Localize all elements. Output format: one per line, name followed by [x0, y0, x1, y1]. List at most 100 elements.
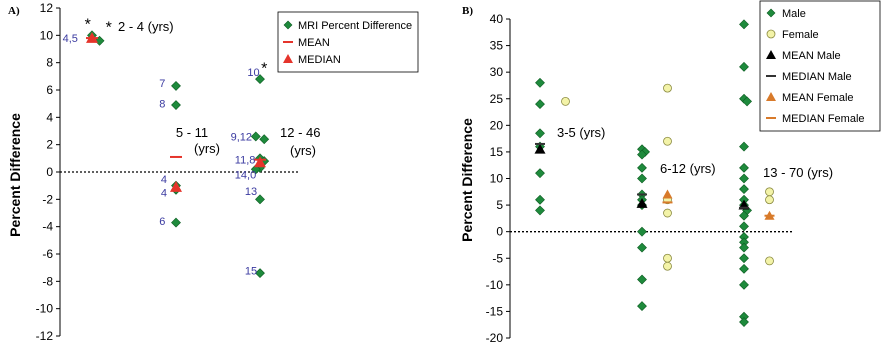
y-tick-label: -6	[42, 247, 53, 261]
data-point-male	[739, 61, 749, 72]
y-tick-label: -2	[42, 192, 53, 206]
y-tick-label: -8	[42, 274, 53, 288]
data-point-male	[742, 96, 752, 107]
data-point-male	[637, 226, 647, 237]
significance-star: *	[85, 17, 91, 34]
legend-entry: MEAN Female	[782, 92, 854, 104]
legend-swatch-median	[283, 54, 293, 63]
panel-b-label: B)	[462, 5, 473, 17]
group-label-3-5: 3-5 (yrs)	[557, 125, 605, 140]
y-tick-label: -15	[486, 304, 504, 318]
group-label-5-11-unit: (yrs)	[194, 141, 220, 156]
data-point-male	[637, 301, 647, 312]
y-tick-label: -20	[486, 331, 504, 345]
data-point-female	[663, 261, 672, 271]
point-annotation: 9,12	[231, 131, 252, 143]
data-point-male	[739, 162, 749, 173]
y-tick-label: 30	[490, 65, 504, 79]
point-annotation: 4	[161, 188, 167, 200]
y-axis-label: Percent Difference	[459, 118, 475, 242]
data-point-male	[739, 173, 749, 184]
legend-swatch-mean-male	[766, 50, 776, 59]
y-tick-label: 0	[46, 165, 53, 179]
legend-entry: MEAN	[298, 37, 330, 49]
point-annotation: 4	[161, 174, 167, 186]
point-annotation: 7	[159, 78, 165, 90]
data-point-mri	[255, 194, 265, 205]
data-point-mri	[171, 80, 181, 91]
data-point-mri	[171, 100, 181, 110]
y-tick-label: 2	[46, 138, 53, 152]
group-label-2-4: 2 - 4 (yrs)	[118, 19, 174, 34]
group-label-6-12: 6-12 (yrs)	[660, 161, 716, 176]
data-point-male	[535, 99, 545, 109]
point-annotation: 15	[245, 265, 257, 277]
significance-star: *	[106, 19, 112, 36]
legend-entry: Male	[782, 8, 806, 20]
data-point-male	[535, 168, 545, 179]
data-point-female	[663, 83, 672, 93]
data-point-male	[535, 194, 545, 205]
data-point-male	[637, 162, 647, 173]
point-annotation: 14,0	[235, 170, 256, 182]
data-point-female	[663, 253, 672, 263]
group-label-5-11: 5 - 11	[176, 125, 208, 140]
data-point-male	[739, 317, 749, 327]
panel-a: A) 12 10 8 6 4 2 0 -2 -4 -6 -8 -10 -12 Percent Differ…	[7, 1, 419, 343]
y-tick-label: -4	[42, 220, 53, 234]
y-tick-label: 35	[490, 39, 504, 53]
data-point-female	[765, 187, 774, 197]
legend-entry: MEDIAN Female	[782, 113, 865, 125]
data-point-male	[739, 263, 749, 274]
data-point-male	[739, 19, 749, 30]
data-point-male	[637, 274, 647, 285]
legend-swatch-mri	[283, 20, 293, 30]
legend-box	[759, 0, 881, 132]
data-point-female	[765, 195, 774, 205]
legend-swatch-male	[766, 8, 776, 18]
data-point-male	[739, 141, 749, 152]
data-point-male	[637, 242, 647, 253]
panel-b-marks: 3-5 (yrs) 6-12 (yrs) 13 - 70 (yrs)	[534, 19, 833, 327]
data-point-male	[739, 221, 749, 232]
mean-male-mark	[636, 197, 648, 208]
data-point-mri	[171, 217, 181, 228]
point-annotation: 4,5	[63, 33, 78, 45]
y-tick-label: 12	[40, 1, 54, 15]
data-point-male	[739, 242, 749, 253]
legend-entry: MRI Percent Difference	[298, 20, 412, 32]
point-annotation: 8	[159, 99, 165, 111]
y-tick-label: -5	[492, 251, 503, 265]
median-mark	[170, 181, 182, 192]
point-annotation: 11,8	[235, 155, 256, 167]
data-point-male	[739, 253, 749, 264]
data-point-mri	[250, 131, 261, 142]
panel-b-axes: 40 35 30 25 20 15 10 5 0 -5 -10 -15 -20 Percent Diffe…	[459, 12, 792, 345]
y-tick-label: -10	[486, 278, 504, 292]
data-point-male	[637, 173, 647, 184]
mean-female-mark	[662, 189, 673, 199]
data-point-male	[637, 149, 647, 160]
data-point-male	[739, 279, 749, 290]
y-tick-label: 20	[490, 118, 504, 132]
data-point-mri	[255, 268, 265, 279]
data-point-male	[535, 128, 545, 139]
legend-entry: MEAN Male	[782, 50, 841, 62]
legend-swatch-female	[766, 29, 776, 39]
y-tick-label: 40	[490, 12, 504, 26]
y-tick-label: 15	[490, 145, 504, 159]
data-point-female	[561, 97, 570, 106]
panel-a-label: A)	[8, 5, 20, 17]
data-point-male	[535, 205, 545, 216]
y-tick-label: 0	[496, 225, 503, 239]
y-tick-label: -10	[36, 302, 54, 316]
panel-a-legend: MRI Percent Difference MEAN MEDIAN	[277, 11, 419, 73]
significance-star: *	[261, 60, 267, 77]
data-point-male	[739, 210, 749, 221]
y-tick-label: 8	[46, 56, 53, 70]
median-mark	[254, 156, 266, 168]
point-annotation: 10	[247, 67, 259, 79]
panel-a-marks: 2 - 4 (yrs)5 - 11(yrs)12 - 46(yrs)4,5784…	[63, 17, 320, 279]
panel-b-legend: Male Female MEAN Male MEDIAN Male MEAN Femal…	[759, 0, 881, 132]
